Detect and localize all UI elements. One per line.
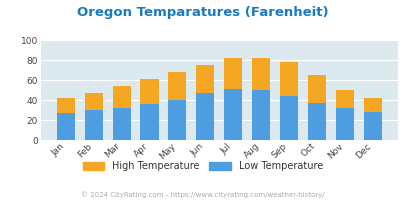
Bar — [335, 108, 353, 140]
Text: © 2024 CityRating.com - https://www.cityrating.com/weather-history/: © 2024 CityRating.com - https://www.city… — [81, 191, 324, 198]
Bar — [112, 108, 130, 140]
Legend: High Temperature, Low Temperature: High Temperature, Low Temperature — [79, 157, 326, 175]
Text: Oregon Temparatures (Farenheit): Oregon Temparatures (Farenheit) — [77, 6, 328, 19]
Bar — [307, 103, 325, 140]
Bar — [168, 100, 186, 140]
Bar — [224, 58, 242, 89]
Bar — [362, 98, 381, 112]
Bar — [362, 112, 381, 140]
Bar — [224, 89, 242, 140]
Bar — [279, 96, 297, 140]
Bar — [196, 65, 214, 93]
Bar — [279, 62, 297, 96]
Bar — [196, 93, 214, 140]
Bar — [168, 72, 186, 100]
Bar — [140, 104, 158, 140]
Bar — [112, 86, 130, 108]
Bar — [85, 93, 102, 110]
Bar — [307, 75, 325, 103]
Bar — [252, 90, 269, 140]
Bar — [335, 90, 353, 108]
Bar — [140, 79, 158, 104]
Bar — [57, 98, 75, 113]
Bar — [85, 110, 102, 140]
Bar — [252, 58, 269, 90]
Bar — [57, 113, 75, 140]
